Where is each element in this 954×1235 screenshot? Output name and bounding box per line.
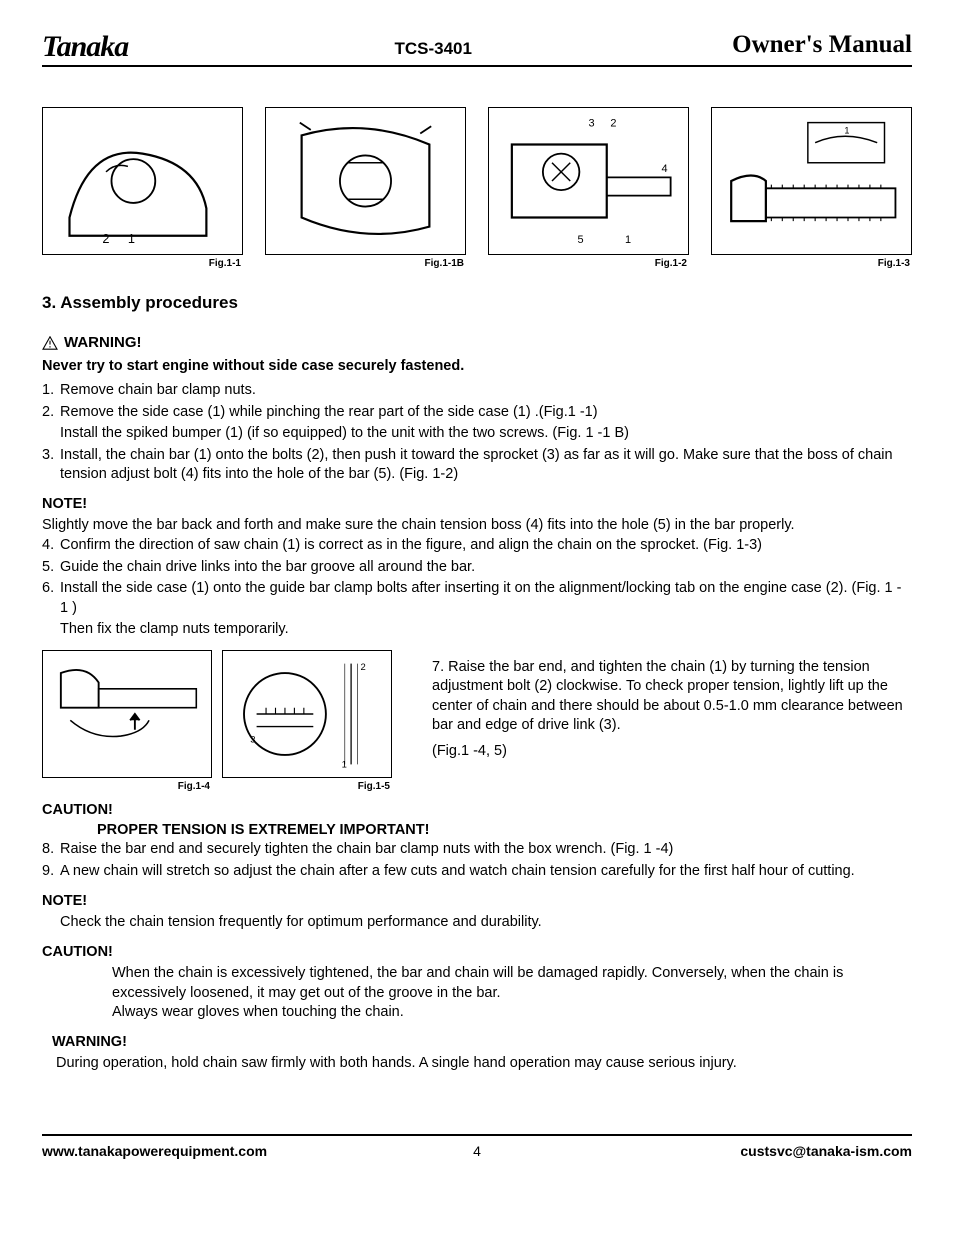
warning-heading: WARNING! — [42, 333, 912, 353]
svg-text:5: 5 — [578, 234, 584, 246]
step-3: 3.Install, the chain bar (1) onto the bo… — [42, 446, 912, 485]
figure-frame: 2 3 1 — [222, 650, 392, 778]
figure-caption: Fig.1-1B — [425, 257, 466, 271]
caution-heading: CAUTION! — [42, 943, 912, 963]
step-9: 9.A new chain will stretch so adjust the… — [42, 862, 912, 882]
section-heading: 3. Assembly procedures — [42, 292, 912, 315]
warning-text: Never try to start engine without side c… — [42, 357, 912, 377]
diagram-icon: 1 — [712, 108, 911, 254]
diagram-icon: 2 1 — [43, 108, 242, 254]
page-header: Tanaka TCS-3401 Owner's Manual — [42, 28, 912, 67]
page-number: 4 — [457, 1142, 497, 1161]
step-7-ref: (Fig.1 -4, 5) — [432, 742, 912, 762]
footer-url: www.tanakapowerequipment.com — [42, 1142, 457, 1161]
figure-caption: Fig.1-4 — [178, 780, 212, 794]
step-7: 7. Raise the bar end, and tighten the ch… — [432, 658, 912, 736]
note-text: Slightly move the bar back and forth and… — [42, 516, 912, 536]
model-number: TCS-3401 — [134, 38, 732, 64]
figure-frame: 1 — [711, 107, 912, 255]
svg-text:2: 2 — [610, 117, 616, 129]
svg-text:1: 1 — [844, 125, 849, 135]
warning-label: WARNING! — [64, 333, 142, 353]
figure-caption: Fig.1-3 — [878, 257, 912, 271]
svg-text:2: 2 — [102, 231, 109, 246]
warning-icon — [42, 336, 58, 350]
figure-frame — [42, 650, 212, 778]
svg-text:4: 4 — [662, 163, 668, 175]
figure-row-1: 2 1 Fig.1-1 Fig.1-1B 3 2 4 — [42, 107, 912, 271]
step-1: 1.Remove chain bar clamp nuts. — [42, 381, 912, 401]
caution-text: Always wear gloves when touching the cha… — [112, 1003, 912, 1023]
note-heading: NOTE! — [42, 495, 912, 515]
warning-heading: WARNING! — [52, 1033, 912, 1053]
svg-text:2: 2 — [361, 662, 366, 673]
page-footer: www.tanakapowerequipment.com 4 custsvc@t… — [42, 1134, 912, 1161]
caution-text: PROPER TENSION IS EXTREMELY IMPORTANT! — [97, 821, 912, 841]
step-2-cont: Install the spiked bumper (1) (if so equ… — [60, 424, 912, 444]
diagram-icon — [43, 651, 211, 777]
figure-1-1: 2 1 Fig.1-1 — [42, 107, 243, 271]
figure-1-4: Fig.1-4 — [42, 650, 212, 794]
figure-1-5: 2 3 1 Fig.1-5 — [222, 650, 392, 794]
manual-title: Owner's Manual — [732, 28, 912, 64]
figure-frame — [265, 107, 466, 255]
diagram-icon: 3 2 4 5 1 — [489, 108, 688, 254]
figure-frame: 3 2 4 5 1 — [488, 107, 689, 255]
figure-frame: 2 1 — [42, 107, 243, 255]
caution-text: When the chain is excessively tightened,… — [112, 964, 912, 1003]
diagram-icon — [266, 108, 465, 254]
diagram-icon: 2 3 1 — [223, 651, 391, 777]
figure-caption: Fig.1-2 — [655, 257, 689, 271]
figure-row-2: Fig.1-4 2 3 1 Fig.1-5 7. Raise the bar e… — [42, 650, 912, 794]
step-8: 8.Raise the bar end and securely tighten… — [42, 840, 912, 860]
step-5: 5.Guide the chain drive links into the b… — [42, 558, 912, 578]
step-6: 6.Install the side case (1) onto the gui… — [42, 579, 912, 618]
figure-caption: Fig.1-5 — [358, 780, 392, 794]
footer-email: custsvc@tanaka-ism.com — [497, 1142, 912, 1161]
svg-text:1: 1 — [128, 231, 135, 246]
svg-text:3: 3 — [250, 734, 255, 745]
step-2: 2.Remove the side case (1) while pinchin… — [42, 403, 912, 423]
svg-text:1: 1 — [342, 759, 347, 770]
step-6-cont: Then fix the clamp nuts temporarily. — [60, 620, 912, 640]
note-text: Check the chain tension frequently for o… — [60, 913, 912, 933]
step-4: 4.Confirm the direction of saw chain (1)… — [42, 536, 912, 556]
svg-text:3: 3 — [589, 117, 595, 129]
figure-caption: Fig.1-1 — [209, 257, 243, 271]
brand-logo: Tanaka — [42, 32, 128, 64]
figure-1-1b: Fig.1-1B — [265, 107, 466, 271]
svg-text:1: 1 — [625, 234, 631, 246]
note-heading: NOTE! — [42, 892, 912, 912]
figure-1-2: 3 2 4 5 1 Fig.1-2 — [488, 107, 689, 271]
caution-heading: CAUTION! — [42, 801, 912, 821]
step-7-block: 7. Raise the bar end, and tighten the ch… — [410, 650, 912, 794]
warning-text: During operation, hold chain saw firmly … — [56, 1054, 912, 1074]
figure-1-3: 1 Fig.1-3 — [711, 107, 912, 271]
